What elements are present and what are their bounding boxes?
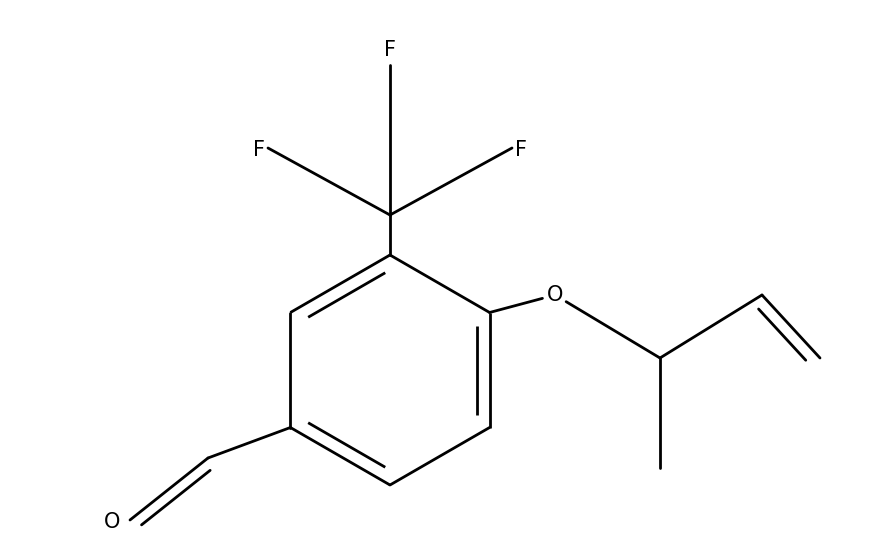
Text: F: F (253, 140, 265, 160)
Text: F: F (515, 140, 527, 160)
Text: F: F (384, 40, 396, 60)
Text: O: O (547, 285, 564, 305)
Text: O: O (104, 512, 120, 532)
